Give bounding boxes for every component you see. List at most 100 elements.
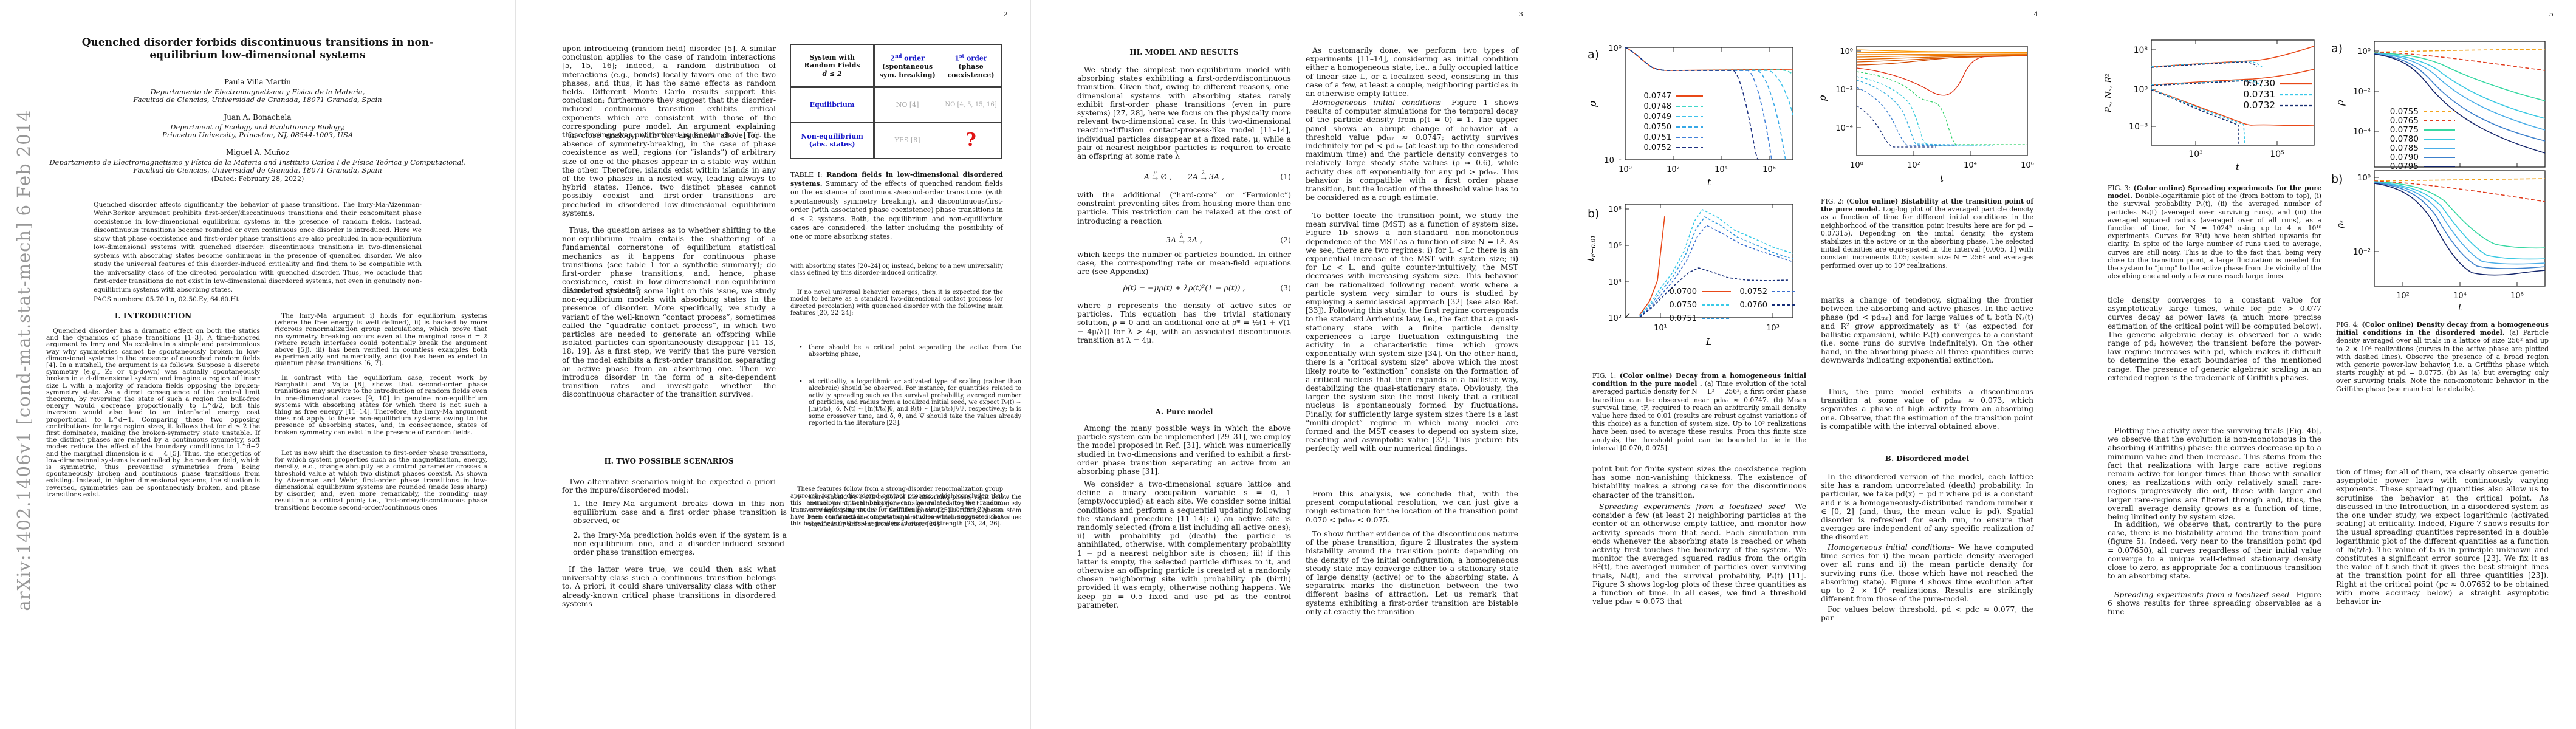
- curve: [1856, 49, 2028, 53]
- bullet-marker: •: [799, 493, 803, 501]
- figure-4-chart: a) 10⁰ 10⁻² 10⁻⁴ ρ 0.0755 0.0765 0.0775 …: [2331, 41, 2546, 313]
- x-tick: 10⁶: [2021, 161, 2034, 170]
- bullet-marker: •: [799, 344, 803, 351]
- paragraph: Among the many possible ways in which th…: [1077, 424, 1291, 476]
- fig4a-axes: [2374, 41, 2546, 168]
- paragraph: In the disordered version of the model, …: [1821, 473, 2033, 542]
- subsection-heading: A. Pure model: [1155, 408, 1213, 416]
- paragraph: Homogeneous initial conditions– We have …: [1821, 543, 2033, 604]
- curve: [1856, 80, 1975, 146]
- paragraph: with absorbing states [20–24] or, instea…: [790, 263, 1003, 277]
- figure-caption: FIG. 3: (Color online) Spreading experim…: [2108, 184, 2321, 281]
- curve: [1856, 71, 2027, 145]
- x-tick: 10²: [2396, 292, 2410, 301]
- curve: [2374, 183, 2546, 276]
- y-tick: 10⁰: [1608, 44, 1622, 53]
- table-cell: NO [4, 5, 15, 16]: [940, 88, 1002, 122]
- y-tick: 10⁻²: [1835, 86, 1853, 95]
- paragraph: with the additional (“hard-core” or “Fer…: [1077, 191, 1291, 225]
- y-tick: 10⁰: [1840, 47, 1853, 56]
- fig1a-axes: [1625, 47, 1793, 160]
- bullet-item: • there should be a critical point separa…: [799, 344, 1021, 358]
- legend-label: 0.0760: [1740, 301, 1768, 310]
- figure-2-chart: 10⁰ 10⁻² 10⁻⁴ 10⁰ 10² 10⁴ 10⁶ ρ t: [1817, 46, 2034, 184]
- figure-1-chart: a) 10⁰ 10⁻¹ 10⁰ 10² 10⁴ 10⁶ ρ t 0.0747 0…: [1585, 44, 1795, 347]
- fig2-absorbing-curves: [1856, 71, 2027, 148]
- legend-label: 0.0795: [2390, 162, 2419, 171]
- curve: [1856, 55, 2028, 66]
- table-cell: YES [8]: [875, 123, 941, 158]
- paragraph: upon introducing (random-field) disorder…: [562, 44, 776, 140]
- equation-number: (1): [1280, 172, 1291, 181]
- curve: [1856, 87, 1958, 146]
- fig4a-legend: 0.0755 0.0765 0.0775 0.0780 0.0785 0.079…: [2390, 107, 2455, 171]
- table-header-cell: System with Random Fields d ≤ 2: [790, 45, 875, 86]
- curve: [2151, 89, 2245, 146]
- paragraph: Let us now shift the discussion to first…: [275, 450, 487, 512]
- curve: [2374, 182, 2546, 260]
- table-header-row: System with Random Fields d ≤ 2 2nd orde…: [790, 45, 1002, 88]
- y-tick: 10⁻²: [2353, 87, 2371, 97]
- curve: [2374, 52, 2546, 101]
- affiliation: Department of Ecology and Evolutionary B…: [170, 123, 345, 131]
- paragraph: Thus, the question arises as to whether …: [562, 226, 776, 295]
- section-heading: III. MODEL AND RESULTS: [1129, 48, 1239, 56]
- legend-label: 0.0749: [1644, 112, 1672, 122]
- legend-label: 0.0750: [1670, 301, 1697, 310]
- y-tick: 10⁰: [2357, 174, 2371, 183]
- reaction-arrow: λ →: [1200, 170, 1207, 183]
- paragraph: ticle density converges to a constant va…: [2108, 296, 2321, 382]
- page-number: 5: [2549, 10, 2554, 18]
- table-1: System with Random Fields d ≤ 2 2nd orde…: [790, 44, 1002, 159]
- equation-1: A μ → ∅ , 2A λ → 3A , (1): [1144, 170, 1291, 183]
- y-tick: 10⁸: [2134, 46, 2148, 55]
- table-cell: ?: [940, 123, 1002, 158]
- curve: [1639, 216, 1665, 315]
- legend-label: 0.0751: [1644, 133, 1672, 142]
- x-tick: 10⁴: [2453, 292, 2467, 301]
- paragraph: We study the simplest non-equilibrium mo…: [1077, 66, 1291, 161]
- y-tick: 10⁰: [2134, 85, 2148, 95]
- curve: [1856, 54, 2028, 58]
- curve: [1639, 224, 1793, 317]
- affiliation: Facultad de Ciencias, Universidad de Gra…: [133, 95, 382, 104]
- curve: [1856, 76, 1993, 146]
- paragraph: We consider a two-dimensional square lat…: [1077, 480, 1291, 609]
- legend-label: 0.0752: [1740, 287, 1768, 296]
- paragraph: Two alternative scenarios might be expec…: [562, 477, 776, 495]
- y-tick: 10⁻⁴: [1835, 124, 1853, 133]
- x-tick: 10²: [1667, 165, 1680, 174]
- curve: [1639, 216, 1793, 317]
- curve: [1856, 55, 2028, 60]
- paragraph: tion of time; for all of them, we clearl…: [2336, 468, 2549, 606]
- affiliation: Departamento de Electromagnetismo y Físi…: [150, 87, 365, 96]
- table-cell: NO [4]: [875, 88, 941, 122]
- x-tick: 10³: [1766, 324, 1780, 333]
- equation-number: (3): [1280, 283, 1291, 292]
- equation-2: 3A λ → 2A , (2): [1166, 233, 1291, 246]
- curve: [2374, 182, 2546, 269]
- curve: [2374, 53, 2546, 154]
- y-tick: 10⁻¹: [1604, 156, 1622, 165]
- figure-caption: FIG. 2: (Color online) Bistability at th…: [1821, 197, 2033, 270]
- abstract: Quenched disorder affects significantly …: [94, 201, 422, 293]
- paragraph: Thus, the pure model exhibits a disconti…: [1821, 388, 2033, 431]
- panel-label: b): [1588, 207, 1599, 221]
- curve: [2374, 181, 2546, 249]
- fig3-axes: [2151, 39, 2315, 146]
- paragraph: Spreading experiments from a localized s…: [1592, 502, 1806, 606]
- y-tick: 10⁰: [2357, 47, 2371, 56]
- y-tick: 10⁻⁸: [2129, 122, 2148, 132]
- paragraph: Homogeneous initial conditions– Figure 1…: [1306, 98, 1518, 202]
- curve: [2374, 52, 2546, 71]
- table-header-cell: 2nd order (spontaneous sym. breaking): [875, 45, 941, 86]
- paragraph: Plotting the activity over the surviving…: [2108, 426, 2321, 522]
- page-5: 5 10⁸ 10⁰ 10⁻⁸ 10³ 10⁵ Pₛ, Nₛ, R² t: [2061, 0, 2576, 729]
- x-axis-label: t: [1940, 173, 1944, 184]
- y-tick: 10⁶: [1608, 242, 1622, 251]
- affiliation: Facultad de Ciencias, Universidad de Gra…: [133, 166, 382, 174]
- curve: [1639, 267, 1789, 318]
- legend-label: 0.0790: [2390, 152, 2419, 162]
- x-axis-label: t: [2236, 162, 2240, 173]
